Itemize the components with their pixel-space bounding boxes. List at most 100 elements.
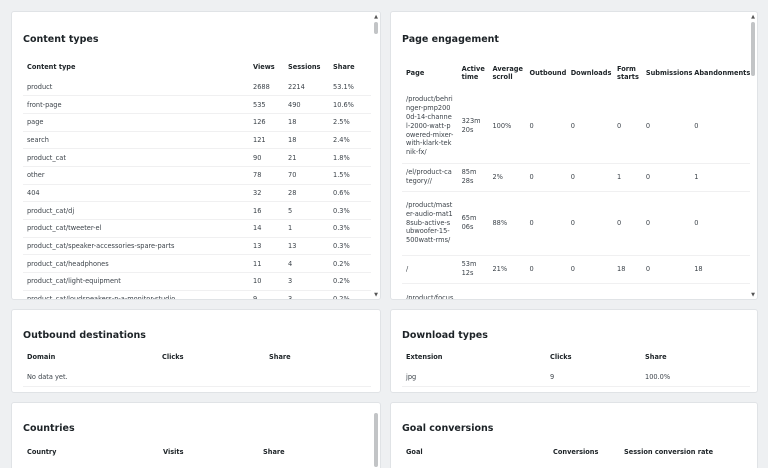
table-cell: 2% [488, 163, 526, 192]
table-cell: 88% [488, 191, 526, 256]
table-cell: 5 [284, 201, 329, 220]
table-cell: 2214 [284, 78, 329, 97]
table-cell: 3 [284, 272, 329, 291]
scroll-up-arrow-icon[interactable]: ▲ [374, 14, 378, 20]
content-types-scrollbar[interactable]: ▲ ▼ [373, 14, 379, 298]
column-header-page[interactable]: Page [406, 69, 425, 77]
table-cell: 65m 06s [457, 191, 489, 256]
scrollbar-thumb[interactable] [374, 413, 378, 467]
content-types-table-wrap[interactable]: Content type Views Sessions Share produc… [23, 56, 371, 299]
outbound-destinations-card: Outbound destinations Domain Clicks Shar… [11, 309, 381, 393]
column-header-share[interactable]: Share [333, 63, 355, 71]
column-header-active-time[interactable]: Active time [461, 65, 485, 81]
table-header-row: Page Active time Average scroll Outbound… [402, 56, 750, 90]
table-cell [641, 283, 691, 299]
table-cell: 0.3% [620, 463, 750, 468]
table-row: search 121 18 2.4% [23, 131, 371, 150]
column-header-abandonments[interactable]: Abandonments [694, 69, 750, 77]
scrollbar-thumb[interactable] [374, 22, 378, 34]
column-header-session-conversion-rate[interactable]: Session conversion rate [624, 448, 714, 456]
table-cell: WooCommerce order placed [402, 463, 549, 468]
column-header-extension[interactable]: Extension [406, 353, 443, 361]
table-header-row: Domain Clicks Share [23, 346, 371, 368]
column-header-domain[interactable]: Domain [27, 353, 56, 361]
countries-table: Country Visits Share US396773.9% [23, 441, 371, 468]
table-cell: 0 [641, 90, 691, 164]
column-header-goal[interactable]: Goal [406, 448, 423, 456]
table-cell: 0 [613, 191, 642, 256]
table-cell: /product/master-audio-mat18sub-active-su… [402, 191, 458, 256]
table-cell: 0 [525, 90, 567, 164]
table-cell: 0 [566, 255, 614, 284]
column-header-clicks[interactable]: Clicks [162, 353, 184, 361]
countries-scrollbar[interactable] [373, 405, 379, 468]
table-cell: /el/product-category// [402, 163, 458, 192]
table-cell: 0 [525, 255, 567, 284]
downloads-table-wrap: Extension Clicks Share jpg 9 100.0% [402, 346, 750, 387]
table-cell [690, 283, 750, 299]
outbound-table: Domain Clicks Share No data yet. [23, 346, 371, 387]
countries-card: Countries Country Visits Share US396773.… [11, 402, 381, 468]
column-header-share[interactable]: Share [269, 353, 291, 361]
table-cell: 21 [284, 148, 329, 167]
page-engagement-table: Page Active time Average scroll Outbound… [402, 56, 750, 299]
column-header-visits[interactable]: Visits [163, 448, 184, 456]
column-header-clicks[interactable]: Clicks [550, 353, 572, 361]
scroll-down-arrow-icon[interactable]: ▼ [374, 292, 378, 298]
column-header-form-starts[interactable]: Form starts [617, 65, 639, 81]
scroll-down-arrow-icon[interactable]: ▼ [751, 292, 755, 298]
column-header-outbound[interactable]: Outbound [529, 69, 567, 77]
table-row: /product/focusrite-scarlett- [402, 283, 750, 299]
table-row: No data yet. [23, 368, 371, 387]
column-header-share[interactable]: Share [263, 448, 285, 456]
table-row: other 78 70 1.5% [23, 166, 371, 185]
table-cell: product_cat/dj [23, 201, 249, 220]
table-cell: 3 [284, 290, 329, 299]
column-header-share[interactable]: Share [645, 353, 667, 361]
table-row: page 126 18 2.5% [23, 113, 371, 132]
table-cell: 0 [525, 163, 567, 192]
table-cell: 0.3% [329, 201, 371, 220]
table-cell: 126 [249, 113, 284, 132]
table-header-row: Country Visits Share [23, 441, 371, 463]
table-cell: US [23, 463, 159, 468]
page-engagement-scrollbar[interactable]: ▲ ▼ [750, 14, 756, 298]
table-header-row: Goal Conversions Session conversion rate [402, 441, 750, 463]
column-header-content-type[interactable]: Content type [27, 63, 76, 71]
table-cell: 18 [284, 113, 329, 132]
empty-state-text: No data yet. [23, 368, 371, 387]
table-cell: /product/behringer-pmp2000d-14-channel-2… [402, 90, 458, 164]
table-header-row: Content type Views Sessions Share [23, 56, 371, 78]
table-cell [457, 283, 489, 299]
table-cell: 4 [284, 254, 329, 274]
column-header-country[interactable]: Country [27, 448, 57, 456]
column-header-downloads[interactable]: Downloads [570, 69, 612, 77]
table-cell: 0 [690, 90, 750, 164]
table-cell: 73.9% [259, 463, 371, 468]
table-cell: other [23, 166, 249, 185]
scrollbar-thumb[interactable] [751, 22, 755, 76]
table-cell: 32 [249, 184, 284, 203]
table-cell: 0 [566, 163, 614, 192]
table-cell: product_cat/speaker-accessories-spare-pa… [23, 237, 249, 256]
table-cell: 404 [23, 184, 249, 203]
table-row: product_cat/tweeter-el 14 1 0.3% [23, 219, 371, 238]
column-header-average-scroll[interactable]: Average scroll [492, 65, 524, 81]
table-cell: product_cat/headphones [23, 254, 249, 274]
table-cell: product_cat/tweeter-el [23, 219, 249, 238]
table-cell [488, 283, 526, 299]
table-cell: 1 [613, 163, 642, 192]
goal-conversions-card: Goal conversions Goal Conversions Sessio… [390, 402, 758, 468]
scroll-up-arrow-icon[interactable]: ▲ [751, 14, 755, 20]
column-header-sessions[interactable]: Sessions [288, 63, 321, 71]
table-cell: 0.2% [329, 272, 371, 291]
column-header-submissions[interactable]: Submissions [645, 69, 693, 77]
column-header-conversions[interactable]: Conversions [553, 448, 599, 456]
table-cell: 1.5% [329, 166, 371, 185]
table-cell: 0.3% [329, 219, 371, 238]
page-engagement-table-wrap[interactable]: Page Active time Average scroll Outbound… [402, 56, 750, 299]
countries-table-wrap[interactable]: Country Visits Share US396773.9% [23, 441, 371, 468]
column-header-views[interactable]: Views [253, 63, 275, 71]
table-cell: 0 [641, 255, 691, 284]
table-cell: front-page [23, 95, 249, 114]
